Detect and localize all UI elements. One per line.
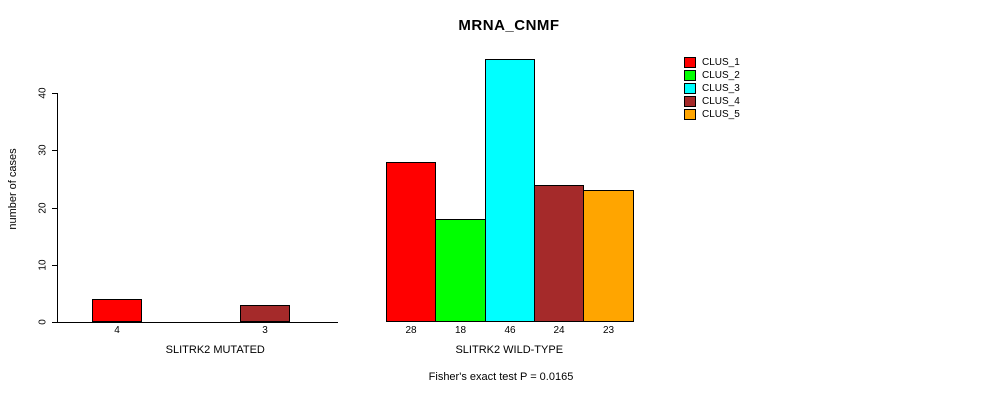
bar-clus_4 [534,185,584,322]
chart-legend: CLUS_1 CLUS_2 CLUS_3 CLUS_4 CLUS_5 [684,56,740,121]
group-label: SLITRK2 MUTATED [165,344,265,356]
legend-label: CLUS_5 [702,109,740,120]
x-axis-line [57,322,338,323]
bar-clus_4 [240,305,290,322]
bar-value-label: 28 [405,325,417,336]
legend-item: CLUS_4 [684,95,740,108]
y-axis-tick-label: 30 [37,144,49,156]
bar-clus_1 [386,162,436,322]
y-axis-tick-label: 10 [37,259,49,271]
bar-clus_2 [435,219,486,322]
chart-title: MRNA_CNMF [458,17,560,34]
bar-value-label: 23 [602,325,615,336]
legend-swatch-clus_3 [684,83,696,94]
legend-item: CLUS_5 [684,108,740,121]
legend-swatch-clus_4 [684,96,696,107]
y-axis-tick [52,208,57,209]
y-axis-tick-label: 20 [37,202,49,214]
bar-clus_1 [92,299,142,322]
bar-value-label: 18 [454,325,467,336]
legend-label: CLUS_2 [702,70,740,81]
y-axis-tick [52,93,57,94]
fisher-test-annotation: Fisher's exact test P = 0.0165 [428,371,574,383]
legend-label: CLUS_3 [702,83,740,94]
bar-value-label: 3 [262,325,268,336]
y-axis-tick [52,265,57,266]
y-axis-label: number of cases [7,148,19,230]
y-axis-line [57,93,58,323]
group-label: SLITRK2 WILD-TYPE [455,344,564,356]
bar-value-label: 24 [553,325,565,336]
y-axis-tick [52,150,57,151]
y-axis-tick [52,322,57,323]
y-axis-tick-label: 40 [37,87,49,99]
y-axis-tick-label: 0 [37,319,49,325]
legend-swatch-clus_1 [684,57,696,68]
legend-label: CLUS_4 [702,96,740,107]
bar-clus_5 [583,190,634,322]
legend-swatch-clus_5 [684,109,696,120]
bar-clus_3 [485,59,535,322]
legend-swatch-clus_2 [684,70,696,81]
legend-item: CLUS_1 [684,56,740,69]
bar-value-label: 4 [114,325,120,336]
legend-label: CLUS_1 [702,57,740,68]
legend-item: CLUS_2 [684,69,740,82]
legend-item: CLUS_3 [684,82,740,95]
bar-value-label: 46 [504,325,516,336]
